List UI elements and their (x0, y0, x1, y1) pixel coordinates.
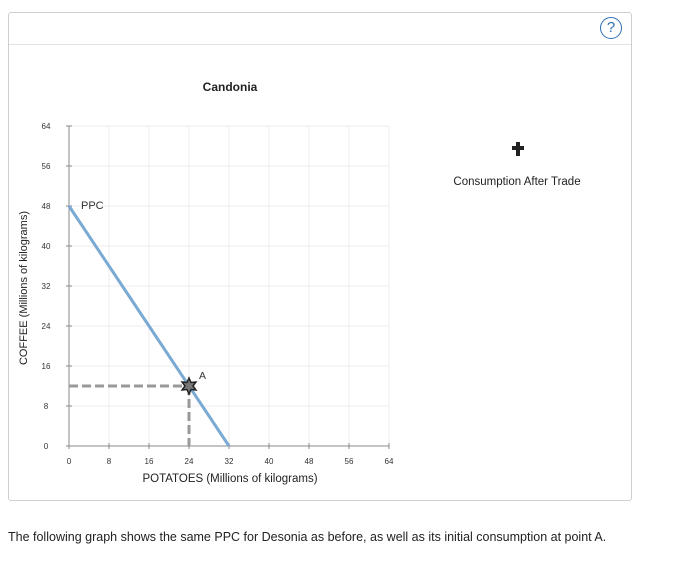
x-tick-label: 24 (185, 457, 194, 466)
y-tick-label: 40 (42, 242, 51, 251)
graph-panel: ? (8, 12, 632, 501)
x-tick-label: 56 (345, 457, 354, 466)
y-tick-label: 8 (44, 402, 49, 411)
plus-cross-icon[interactable] (512, 142, 524, 156)
panel-header (9, 13, 631, 45)
help-button[interactable]: ? (600, 17, 622, 39)
y-tick-label: 24 (42, 322, 51, 331)
points: A (180, 370, 206, 396)
caption: The following graph shows the same PPC f… (8, 530, 607, 544)
legend-label: Consumption After Trade (453, 176, 580, 188)
ppc-label: PPC (81, 200, 104, 212)
x-tick-label: 8 (107, 457, 112, 466)
x-ticks: 0 8 16 24 32 40 48 56 64 (67, 443, 394, 466)
x-tick-label: 40 (265, 457, 274, 466)
x-tick-label: 64 (385, 457, 394, 466)
x-tick-label: 0 (67, 457, 72, 466)
y-tick-label: 32 (42, 282, 51, 291)
x-tick-label: 32 (225, 457, 234, 466)
series: PPC (67, 200, 231, 447)
point-a-marker[interactable] (180, 376, 198, 396)
x-tick-label: 48 (305, 457, 314, 466)
point-a-guides (69, 384, 191, 446)
y-tick-label: 0 (44, 442, 49, 451)
y-tick-label: 64 (42, 122, 51, 131)
legend[interactable]: Consumption After Trade (453, 142, 581, 188)
grid (69, 125, 390, 446)
point-a-label: A (199, 370, 206, 382)
y-tick-label: 56 (42, 162, 51, 171)
x-tick-label: 16 (145, 457, 154, 466)
y-tick-label: 48 (42, 202, 51, 211)
ppc-line (67, 205, 231, 447)
x-axis-label: POTATOES (Millions of kilograms) (142, 473, 317, 485)
y-tick-label: 16 (42, 362, 51, 371)
y-axis-label: COFFEE (Millions of kilograms) (18, 211, 30, 365)
chart-title: Candonia (203, 80, 258, 94)
y-ticks: 0 8 16 24 32 40 48 56 64 (42, 122, 72, 451)
